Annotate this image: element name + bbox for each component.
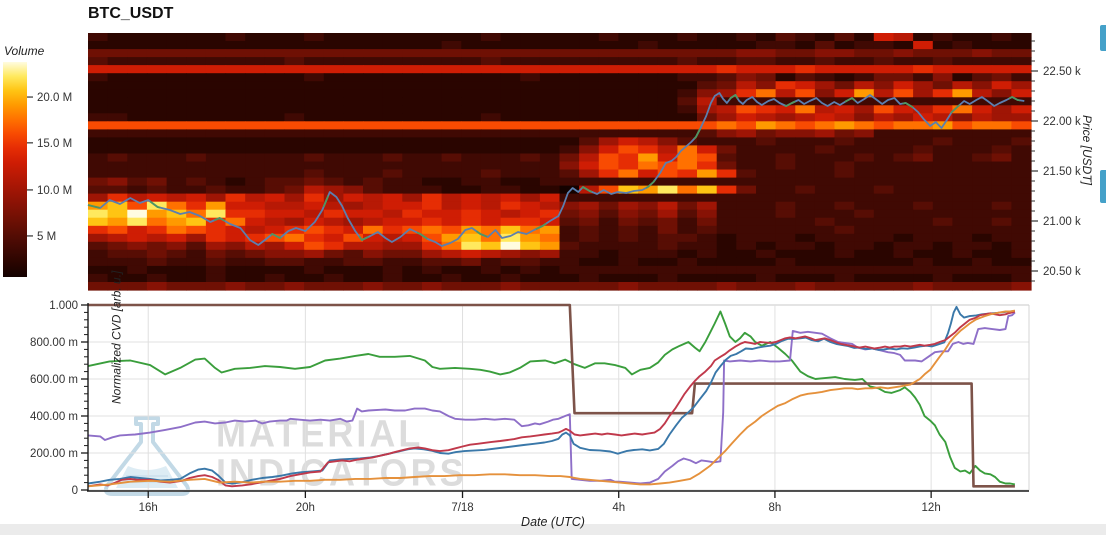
cvd-xtick-label: 7/18 [451,502,473,514]
price-tick-label: 22.50 k [1043,66,1081,78]
cvd-series-orange [87,309,1016,488]
cvd-series-purple [87,311,1016,485]
cvd-ytick-label: 400.00 m [30,411,78,423]
colorbar-label: Volume [4,44,45,58]
cvd-ytick-label: 0 [72,485,78,497]
cvd-series-brown [88,303,1015,488]
cvd-xtick-label: 20h [296,502,315,514]
cvd-series-green [87,310,1016,486]
accent-bar-top[interactable] [1100,25,1106,51]
cvd-ytick-label: 600.00 m [30,374,78,386]
volume-tick-label: 10.0 M [37,185,72,197]
cvd-series-blue [87,305,1016,485]
cvd-xtick-label: 4h [612,502,625,514]
cvd-ytick-label: 200.00 m [30,448,78,460]
cvd-y-axis-label: Normalized CVD [arb. u.] [109,270,124,404]
cvd-series-red [87,310,1016,488]
cvd-xtick-label: 12h [922,502,941,514]
cvd-ytick-label: 800.00 m [30,337,78,349]
bottom-strip [0,524,1106,535]
cvd-xtick-label: 16h [139,502,158,514]
price-tick-label: 21.00 k [1043,216,1081,228]
accent-bar-middle[interactable] [1100,170,1106,203]
price-tick-label: 22.00 k [1043,116,1081,128]
cvd-xtick-label: 8h [769,502,782,514]
price-axis-label: Price [USDT] [1080,115,1094,186]
volume-tick-label: 5 M [37,231,56,243]
price-tick-label: 20.50 k [1043,266,1081,278]
volume-tick-label: 15.0 M [37,138,72,150]
cvd-ytick-label: 1.000 [49,300,78,312]
volume-tick-label: 20.0 M [37,92,72,104]
volume-colorbar [3,62,27,277]
date-axis-label: Date (UTC) [521,515,585,529]
price-tick-label: 21.50 k [1043,166,1081,178]
chart-title: BTC_USDT [88,5,174,22]
price-line [87,92,1025,247]
